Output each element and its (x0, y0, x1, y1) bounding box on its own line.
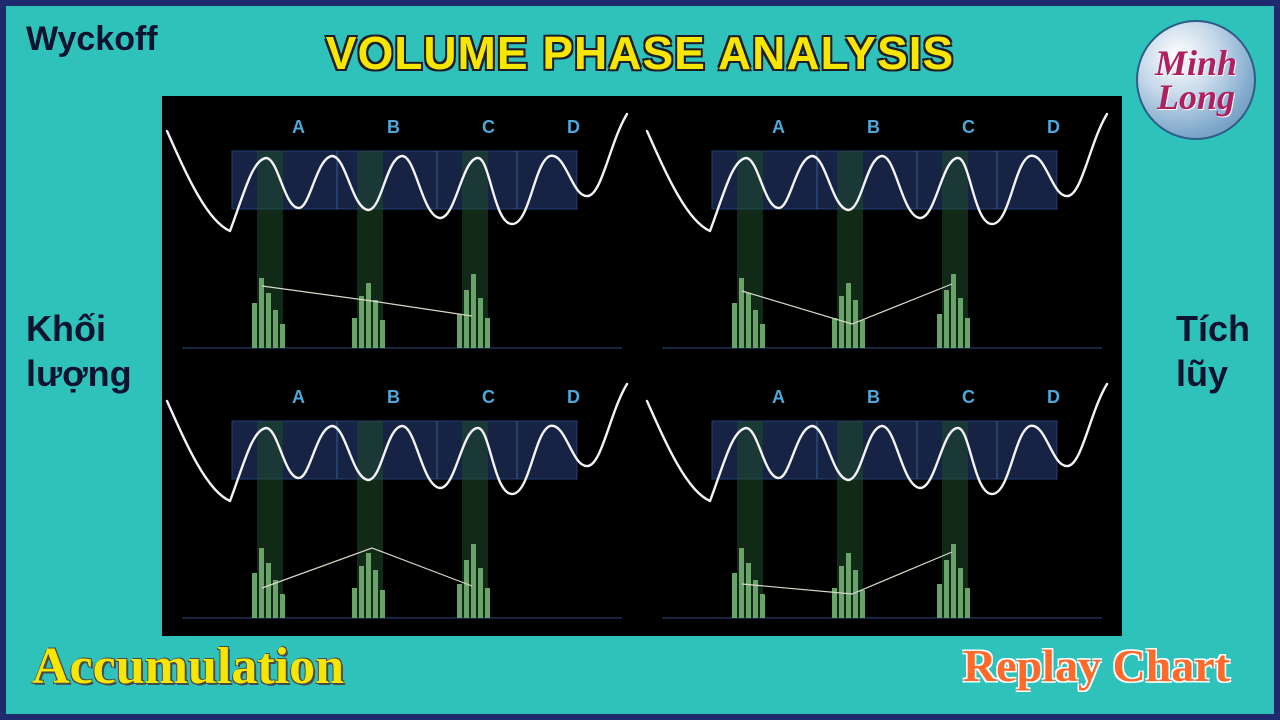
svg-text:D: D (567, 387, 580, 407)
svg-text:B: B (867, 117, 880, 137)
author-logo: Minh Long (1136, 20, 1256, 140)
svg-text:D: D (1047, 387, 1060, 407)
label-khoi: Khối (26, 306, 132, 351)
label-replay-chart: Replay Chart (963, 639, 1230, 692)
svg-text:A: A (772, 117, 785, 137)
label-tich: Tích (1176, 306, 1250, 351)
chart-panel-1: A B C D (162, 96, 642, 366)
chart-panel-4: A B C D (642, 366, 1122, 636)
label-accumulation: Accumulation (32, 637, 344, 696)
svg-text:B: B (387, 117, 400, 137)
svg-text:C: C (962, 117, 975, 137)
svg-text:D: D (567, 117, 580, 137)
logo-line2: Long (1157, 80, 1235, 114)
label-khoi-luong: Khối lượng (26, 306, 132, 396)
svg-text:C: C (482, 387, 495, 407)
svg-text:B: B (387, 387, 400, 407)
chart-grid: A B C D A B C D A B C D A B C D (162, 96, 1122, 636)
label-luong: lượng (26, 351, 132, 396)
label-wyckoff: Wyckoff (26, 20, 158, 59)
svg-text:A: A (292, 117, 305, 137)
svg-text:C: C (962, 387, 975, 407)
chart-panel-3: A B C D (162, 366, 642, 636)
svg-text:A: A (292, 387, 305, 407)
svg-text:A: A (772, 387, 785, 407)
logo-line1: Minh (1155, 46, 1237, 80)
svg-text:D: D (1047, 117, 1060, 137)
label-luy: lũy (1176, 351, 1250, 396)
label-tich-luy: Tích lũy (1176, 306, 1250, 396)
chart-panel-2: A B C D (642, 96, 1122, 366)
page-title: VOLUME PHASE ANALYSIS (326, 26, 954, 80)
svg-text:B: B (867, 387, 880, 407)
svg-text:C: C (482, 117, 495, 137)
